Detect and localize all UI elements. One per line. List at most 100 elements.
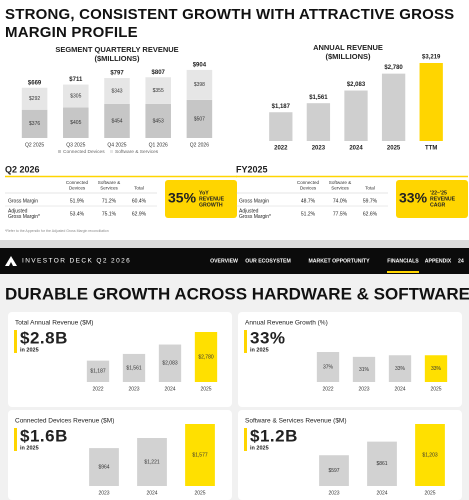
bar: [344, 90, 368, 141]
x-tick-label: 2025: [430, 386, 441, 392]
nav-item[interactable]: APPENDIX: [425, 258, 452, 264]
callout: [165, 180, 237, 218]
headline-accent: [14, 428, 17, 451]
headline: $1.2B: [250, 426, 298, 445]
bar: [306, 103, 331, 141]
legend-swatch: [58, 150, 61, 153]
callout-text: CAGR: [430, 202, 446, 208]
headline-note: in 2025: [250, 347, 269, 353]
column-header: Devices: [69, 186, 86, 191]
column-header: Connected: [297, 180, 320, 185]
x-tick-label: 2024: [349, 146, 363, 152]
value-label: $305: [70, 93, 81, 99]
x-tick-label: 2025: [387, 146, 401, 152]
page-number: 24: [458, 258, 464, 264]
bar-segment: [21, 87, 48, 110]
total-label: $711: [69, 77, 83, 83]
nav-bar: [0, 248, 469, 274]
callout-text: REVENUE: [199, 196, 225, 202]
callout-text: YoY: [199, 190, 209, 196]
value-label: $1,561: [309, 95, 328, 101]
value-label: 37%: [323, 364, 334, 370]
callout: [396, 180, 468, 218]
nav-item[interactable]: FINANCIALS: [387, 258, 419, 264]
chart-title: ANNUAL REVENUE: [313, 43, 383, 52]
value-label: $2,780: [198, 354, 214, 360]
chart-subtitle: ($MILLIONS): [326, 52, 371, 61]
bar: [86, 360, 110, 382]
column-header: Software &: [98, 180, 120, 185]
slide-title: STRONG, CONSISTENT GROWTH WITH ATTRACTIV…: [5, 6, 455, 41]
x-tick-label: Q2 2025: [25, 142, 44, 148]
value-label: $597: [328, 468, 339, 474]
x-tick-label: 2023: [328, 490, 339, 496]
x-tick-label: 2024: [394, 386, 405, 392]
bar: [352, 356, 376, 382]
bar-segment: [63, 107, 89, 138]
chart-title: SEGMENT QUARTERLY REVENUE: [55, 45, 178, 54]
nav-item[interactable]: OVERVIEW: [210, 258, 238, 264]
bar: [269, 112, 293, 141]
x-tick-label: Q4 2025: [107, 142, 126, 148]
callout-value: 33%: [399, 190, 428, 206]
bar-segment: [104, 103, 130, 138]
value-label: $2,780: [384, 65, 403, 71]
bar: [419, 63, 443, 141]
table-cell: 62.6%: [363, 211, 378, 217]
bar: [137, 437, 167, 486]
card: [8, 312, 232, 407]
bar-segment: [186, 69, 213, 100]
headline: $2.8B: [20, 328, 68, 347]
x-tick-label: 2024: [146, 490, 157, 496]
table-cell: 77.5%: [333, 211, 348, 217]
x-tick-label: 2025: [424, 490, 435, 496]
bar-segment: [145, 103, 171, 138]
x-tick-label: 2022: [322, 386, 333, 392]
card-title: Total Annual Revenue ($M): [15, 320, 93, 327]
value-label: $405: [70, 120, 81, 126]
x-tick-label: Q2 2026: [190, 142, 209, 148]
callout-value: 35%: [168, 190, 197, 206]
value-label: $292: [29, 96, 40, 102]
x-tick-label: 2024: [164, 386, 175, 392]
value-label: $861: [376, 461, 387, 467]
column-header: Total: [365, 186, 375, 191]
x-tick-label: 2025: [200, 386, 211, 392]
value-label: $1,187: [90, 369, 106, 375]
column-header: Software &: [329, 180, 351, 185]
callout-text: GROWTH: [199, 202, 223, 208]
nav-item[interactable]: MARKET OPPORTUNITY: [308, 258, 370, 264]
brand: INVESTOR DECK Q2 2026: [22, 258, 131, 265]
headline-accent: [14, 330, 17, 353]
column-header: Services: [100, 186, 118, 191]
x-tick-label: Q3 2025: [66, 142, 85, 148]
value-label: 33%: [431, 366, 442, 372]
bar: [185, 424, 215, 486]
value-label: $376: [29, 121, 40, 127]
table-cell: 71.2%: [102, 198, 117, 204]
bar-segment: [63, 84, 89, 108]
value-label: $355: [153, 88, 164, 94]
headline: $1.6B: [20, 426, 68, 445]
value-label: $398: [194, 82, 205, 88]
x-tick-label: 2022: [274, 146, 288, 152]
row-label: Adjusted: [8, 209, 28, 215]
card: [238, 410, 462, 500]
bar: [316, 352, 340, 382]
table-cell: 60.4%: [132, 198, 147, 204]
bar-segment: [186, 99, 213, 138]
table-title: FY2025: [236, 164, 268, 174]
headline-accent: [244, 428, 247, 451]
card: [238, 312, 462, 407]
column-header: Total: [134, 186, 144, 191]
nav-item[interactable]: OUR ECOSYSTEM: [245, 258, 291, 264]
x-tick-label: 2023: [98, 490, 109, 496]
value-label: $1,187: [272, 104, 291, 110]
value-label: $1,561: [126, 365, 142, 371]
table-cell: 62.9%: [132, 211, 147, 217]
row-label: Gross Margin*: [8, 214, 40, 220]
table-cell: 75.1%: [102, 211, 117, 217]
headline-note: in 2025: [20, 347, 39, 353]
